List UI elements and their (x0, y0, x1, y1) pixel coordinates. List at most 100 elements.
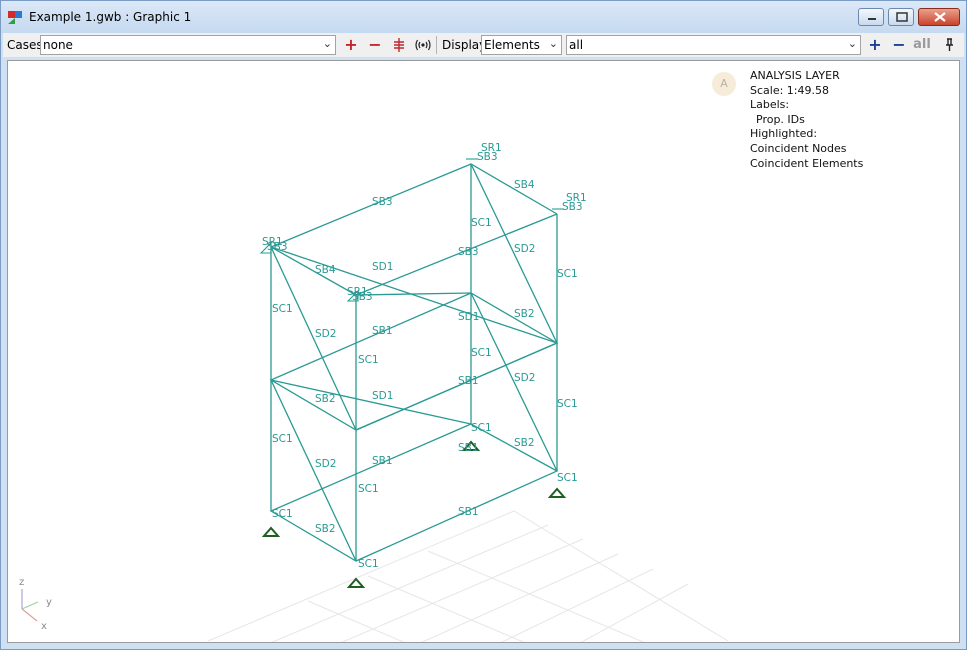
member-label: SB1 (458, 375, 479, 387)
member-label: SD1 (372, 261, 393, 273)
display-label: Display (442, 38, 487, 52)
member-label: SC1 (557, 472, 578, 484)
member-label: SB3 (267, 241, 288, 253)
chevron-down-icon: ⌄ (548, 37, 558, 50)
pin-support-icon (346, 577, 366, 588)
analysis-icon (394, 38, 404, 52)
member-label: SC1 (358, 354, 379, 366)
member-label: SB1 (458, 506, 479, 518)
member-label: SB3 (458, 246, 479, 258)
member-label: SC1 (557, 398, 578, 410)
display-value: Elements (484, 38, 540, 52)
x-axis-icon (21, 608, 38, 622)
member-label: SB2 (315, 393, 336, 405)
member-label: SB2 (514, 308, 535, 320)
broadcast-icon (415, 39, 431, 51)
member-label: SC1 (272, 303, 293, 315)
add-case-button[interactable]: + (344, 35, 358, 54)
maximize-button[interactable] (888, 8, 914, 26)
member-label: SB4 (514, 179, 535, 191)
member-label: SC1 (471, 422, 492, 434)
restore-icon (896, 12, 908, 22)
cases-dropdown[interactable]: none ⌄ (40, 35, 336, 55)
remove-filter-button[interactable]: − (892, 35, 906, 54)
ground-grid (207, 510, 729, 642)
filter-value: all (569, 38, 584, 52)
scale-text: Scale: 1:49.58 (750, 83, 829, 97)
remove-case-button[interactable]: − (368, 35, 382, 54)
member-label: SD1 (458, 311, 479, 323)
member-label: SC1 (272, 433, 293, 445)
member-label: SB2 (315, 523, 336, 535)
add-filter-button[interactable]: + (868, 35, 882, 54)
axis-triad: z y x (19, 577, 52, 632)
link-markers (259, 158, 564, 302)
labels-heading: Labels: (750, 98, 790, 112)
member-label: SR1 (566, 192, 587, 204)
member-label: SD2 (315, 458, 336, 470)
member-label: SB3 (352, 291, 373, 303)
member-label: SR1 (262, 236, 283, 248)
pin-support-icon (547, 487, 567, 498)
member-labels: SR1 SB3 SB3 SB4 SR1 SB3 SR1 SB3 SR1 SB3 … (262, 142, 587, 570)
member-label: SB3 (372, 196, 393, 208)
member-label: SB4 (315, 264, 336, 276)
layer-info-panel: ANALYSIS LAYER Scale: 1:49.58 Labels: Pr… (750, 69, 863, 171)
filter-dropdown[interactable]: all ⌄ (566, 35, 861, 55)
member-label: SD2 (315, 328, 336, 340)
pin-icon (946, 38, 953, 51)
window-title: Example 1.gwb : Graphic 1 (29, 10, 192, 24)
minimize-button[interactable] (858, 8, 884, 26)
member-label: SD1 (372, 390, 393, 402)
structure-view: SR1 SB3 SB3 SB4 SR1 SB3 SR1 SB3 SR1 SB3 … (19, 142, 729, 642)
pin-button[interactable] (939, 35, 959, 55)
graphic-canvas[interactable]: A ANALYSIS LAYER Scale: 1:49.58 Labels: … (7, 60, 960, 643)
chevron-down-icon: ⌄ (322, 37, 332, 50)
highlighted-heading: Highlighted: (750, 127, 818, 141)
app-logo-icon (8, 11, 22, 24)
member-label: SD2 (514, 243, 535, 255)
broadcast-button[interactable] (413, 35, 433, 55)
close-button[interactable] (918, 8, 960, 26)
all-button[interactable]: all (913, 37, 931, 52)
member-label: SC1 (557, 268, 578, 280)
close-icon (934, 12, 946, 22)
labels-item: Prop. IDs (756, 112, 805, 126)
frame-members (269, 163, 559, 562)
highlighted-item: Coincident Elements (750, 156, 864, 170)
member-label: SC1 (272, 508, 293, 520)
member-label: SR1 (481, 142, 502, 154)
layer-title: ANALYSIS LAYER (750, 69, 840, 82)
display-dropdown[interactable]: Elements ⌄ (481, 35, 562, 55)
member-label: SB1 (372, 325, 393, 337)
y-axis-label: y (46, 597, 52, 608)
layer-badge: A (712, 72, 736, 96)
member-label: SB3 (562, 201, 583, 213)
cases-label: Cases (7, 38, 43, 52)
minimize-icon (868, 18, 876, 20)
supports (261, 440, 567, 588)
member-label: SC1 (471, 217, 492, 229)
chevron-down-icon: ⌄ (847, 37, 857, 50)
member-label: SC1 (471, 347, 492, 359)
case-analysis-button[interactable] (389, 35, 409, 55)
highlighted-item: Coincident Nodes (750, 141, 847, 155)
y-axis-icon (21, 601, 39, 610)
member-label: SD2 (514, 372, 535, 384)
pin-support-icon (461, 440, 481, 451)
pin-support-icon (261, 526, 281, 537)
member-label: SC1 (358, 483, 379, 495)
title-bar[interactable]: Example 1.gwb : Graphic 1 (1, 1, 966, 33)
member-label: SR1 (347, 286, 368, 298)
toolbar-separator (436, 36, 437, 54)
member-label: SB2 (514, 437, 535, 449)
x-axis-label: x (41, 621, 47, 632)
z-axis-label: z (19, 577, 24, 588)
member-label: SC1 (358, 558, 379, 570)
graphic-toolbar: Cases none ⌄ + − Display Elements ⌄ all … (3, 33, 964, 57)
member-label: SB1 (372, 455, 393, 467)
member-label: SB1 (458, 442, 479, 454)
cases-value: none (43, 38, 73, 52)
member-label: SB3 (477, 151, 498, 163)
